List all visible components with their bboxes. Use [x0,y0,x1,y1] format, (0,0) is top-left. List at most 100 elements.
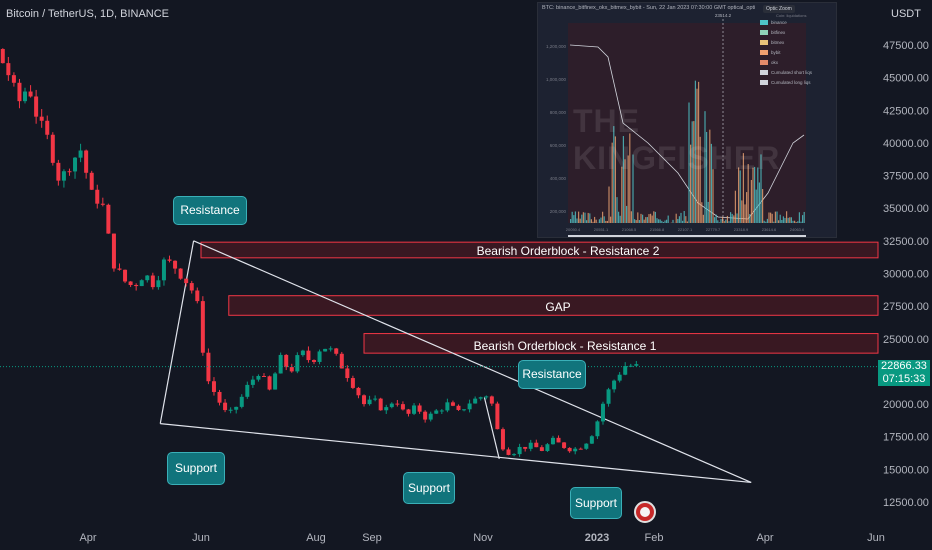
inset-bar [656,218,658,223]
inset-bar [693,121,695,223]
inset-bar [648,214,650,223]
inset-bar [758,182,760,223]
inset-x-tick: 22107.1 [678,227,693,232]
zone-rect [363,333,879,354]
inset-bar [586,220,588,223]
candle-body [317,351,322,362]
candle-body [284,354,289,368]
x-tick-label: Feb [645,532,664,544]
inset-bar [661,220,663,223]
candle-body [306,350,311,361]
inset-bar [755,189,757,223]
optic-zoom-button[interactable]: Optic Zoom [763,5,795,13]
inset-bar [760,154,762,223]
candle-body [56,162,61,181]
inset-bar [576,218,578,223]
candle-body [245,384,250,397]
inset-bar [635,220,637,223]
candle-body [617,374,622,381]
inset-bar [581,214,583,223]
inset-bar [741,200,743,223]
y-tick-label: 15000.00 [883,464,929,476]
inset-bar [794,220,796,223]
x-tick-label: 2023 [585,532,609,544]
candle-body [567,447,572,452]
inset-bar [762,189,764,223]
candle-body [445,402,450,411]
zone-rect [228,295,879,316]
us-event-flag-icon[interactable] [634,501,656,523]
inset-legend-swatch [760,49,768,55]
inset-bar [680,212,682,223]
inset-bar [718,222,720,223]
candle-body [173,260,178,269]
candle-body [261,375,266,377]
inset-bar [630,211,632,223]
candle-body [28,91,33,97]
inset-bar [654,211,656,223]
candle-body [456,405,461,410]
inset-bar [690,144,692,223]
inset-bar [699,136,701,223]
candle-body [134,285,139,287]
inset-bar [590,219,592,223]
inset-bar [589,213,591,223]
inset-bar [571,211,573,223]
inset-bar [626,205,628,223]
inset-bar [698,81,700,223]
candle-body [156,280,161,288]
candle-body [595,421,600,437]
candle-body [634,364,639,366]
zone-rect [200,241,879,259]
chart-title: Bitcoin / TetherUS, 1D, BINANCE [6,8,170,20]
x-tick-label: Sep [362,532,382,544]
inset-bar [733,215,735,223]
inset-bar [778,220,780,223]
candle-body [273,373,278,390]
inset-bar [613,126,615,223]
candle-body [0,49,5,64]
inset-x-tick: 20050.4 [566,227,581,232]
inset-legend-label: bitmex [771,39,785,45]
candle-body [312,360,316,362]
inset-bar [605,220,607,223]
inset-legend-swatch [760,59,768,65]
candle-body [623,366,628,375]
y-tick-label: 17500.00 [883,432,929,444]
inset-legend-label: bybit [771,49,781,55]
candle-body [84,150,89,173]
candle-body [300,350,305,356]
inset-bar [642,214,644,223]
inset-bar [717,220,719,223]
inset-bar [730,212,732,223]
inset-bar [726,215,728,223]
candle-body [534,442,539,448]
inset-legend-label: okx [771,59,779,65]
inset-bar [752,167,754,223]
inset-bar [685,216,687,223]
candle-body [239,396,244,407]
inset-bar [722,216,724,223]
zone-label-gap: GAP [545,300,571,314]
y-tick-label: 27500.00 [883,301,929,313]
inset-bar [640,213,642,223]
candle-body [334,348,339,354]
inset-legend-label: Cumulated long liqs [771,79,811,85]
candle-body [89,172,94,190]
candle-body [73,157,78,172]
inset-bar [650,213,652,223]
inset-bar [742,153,744,223]
inset-bar [736,213,738,223]
inset-bar [704,111,706,223]
y-tick-label: 40000.00 [883,138,929,150]
candle-body [550,437,555,445]
inset-bar [595,219,597,223]
inset-y-tick: 1,200,000 [546,44,567,49]
inset-bar [786,211,788,223]
y-tick-label: 35000.00 [883,203,929,215]
trendlines-layer [159,240,752,484]
candle-body [406,409,411,414]
inset-bar [574,211,576,223]
inset-bar [779,214,781,223]
